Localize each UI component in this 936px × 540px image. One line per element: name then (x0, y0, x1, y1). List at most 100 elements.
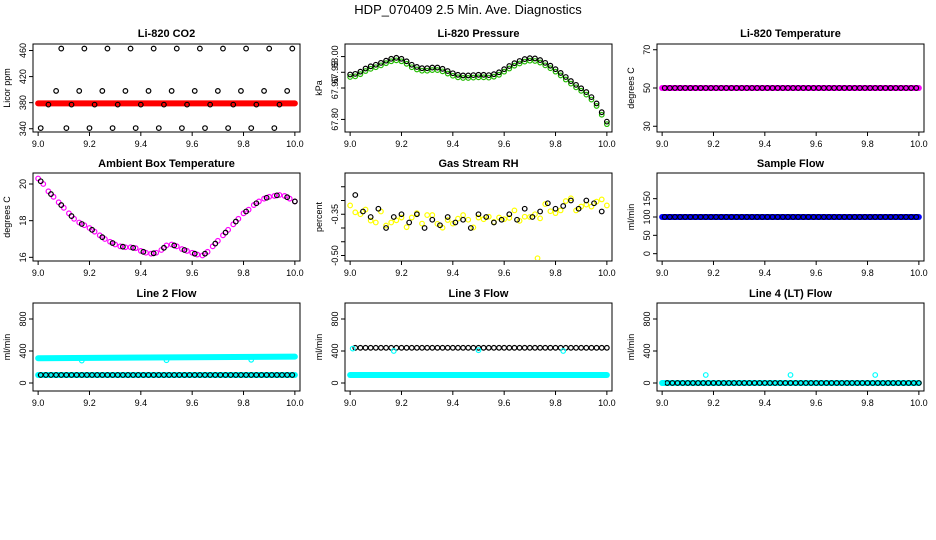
chart-0-black-point (155, 125, 162, 131)
chart-7-marks (347, 344, 610, 378)
chart-1-black-point (449, 70, 456, 77)
chart-0-black-point (145, 88, 152, 94)
chart-1-ytick-label: 67.80 (330, 108, 340, 131)
chart-5-title: Sample Flow (757, 158, 825, 170)
chart-1-colored-point (485, 74, 492, 81)
chart-1-colored-point (403, 60, 410, 67)
chart-7-black-point (460, 344, 466, 351)
chart-0-black-point (104, 45, 111, 52)
chart-7-black-point (378, 344, 384, 351)
chart-1-black-point (444, 68, 451, 74)
chart-4-colored-point (429, 212, 436, 218)
chart-1-black-point (434, 64, 441, 71)
chart-0-black-point (58, 45, 65, 52)
chart-3-black-point (99, 234, 106, 241)
chart-8-xtick-label: 9.2 (707, 398, 720, 408)
chart-3-black-point (68, 213, 75, 219)
chart-1-black-point (501, 66, 508, 73)
chart-1-black-point (408, 61, 415, 68)
chart-2-marks (659, 85, 922, 91)
chart-5-ylabel: ml/min (626, 204, 636, 231)
chart-0-black-point (253, 101, 260, 108)
chart-6-xtick-label: 10.0 (286, 398, 304, 408)
chart-1-black-point (537, 57, 544, 63)
chart-4-black-point (390, 214, 397, 220)
chart-4-black-point (367, 214, 374, 220)
chart-7-cyan-outliers-point (390, 348, 397, 354)
chart-8-title: Line 4 (LT) Flow (749, 288, 832, 300)
chart-4-colored-point (465, 216, 472, 223)
chart-8-ylabel: ml/min (626, 334, 636, 361)
chart-4-black-point (568, 197, 574, 204)
chart-4-black-point (598, 208, 605, 215)
chart-7: Line 3 Flow 9.0 9.2 9.4 9.6 9.8 10.0 0 400 800 ml/… (314, 288, 616, 408)
chart-0-marks (35, 45, 298, 131)
chart-3-black-point (222, 229, 229, 236)
chart-1-ytick-label: 67.90 (330, 77, 340, 100)
chart-5-ytick-label: 150 (642, 191, 652, 206)
chart-1-colored-point (547, 65, 554, 72)
chart-4-colored-point (347, 202, 354, 209)
chart-3-colored-point (276, 192, 283, 198)
chart-1-black-point (542, 59, 549, 66)
chart-0-black-point (109, 125, 116, 131)
chart-1-colored-point (455, 74, 461, 81)
chart-1-ytick-label: 67.95 (330, 61, 340, 84)
chart-7-black-point (552, 344, 559, 351)
chart-0-black-point (238, 88, 244, 94)
chart-3-colored-point (261, 195, 267, 202)
chart-6-xtick-label: 9.0 (32, 398, 45, 408)
chart-7-ytick-label: 800 (330, 311, 340, 326)
chart-4-colored-point (460, 212, 466, 218)
chart-1-colored-point (491, 73, 497, 80)
chart-0-ytick-label: 460 (18, 43, 28, 58)
chart-1-colored-point (583, 91, 590, 98)
chart-7-cyan-outliers-point (560, 348, 567, 354)
chart-1-black-point (383, 57, 389, 64)
chart-7-title: Line 3 Flow (449, 288, 509, 300)
chart-3-black-point (130, 244, 137, 251)
chart-2-ylabel: degrees C (626, 67, 636, 109)
chart-4-black-point (421, 225, 428, 231)
chart-1-black-point (413, 64, 420, 70)
chart-0-black-point (289, 45, 296, 52)
chart-1-title: Li-820 Pressure (438, 28, 520, 40)
chart-0-black-point (137, 101, 144, 108)
chart-2-ytick-label: 30 (642, 121, 652, 131)
chart-0-black-point (122, 88, 129, 94)
chart-7-black-point (588, 344, 595, 351)
chart-5-xtick-label: 10.0 (910, 268, 928, 278)
chart-5-xtick-label: 9.4 (759, 268, 772, 278)
chart-3-black-point (48, 191, 54, 197)
chart-3-black-point (161, 244, 167, 251)
chart-3-colored-point (173, 243, 180, 250)
chart-6-frame (32, 302, 301, 392)
chart-1-black-point (398, 55, 405, 62)
chart-3-black-point (150, 250, 157, 257)
chart-3-black-point (171, 242, 178, 249)
chart-4-ytick-label: -0.50 (330, 245, 340, 266)
chart-6-xtick-label: 9.4 (135, 398, 148, 408)
chart-2-xtick-label: 9.4 (759, 139, 772, 149)
chart-1-black-point (516, 58, 523, 64)
chart-0-black-point (179, 125, 185, 131)
chart-0-black-point (276, 101, 283, 108)
chart-7-black-point (593, 344, 600, 351)
chart-7-black-point (439, 344, 446, 351)
chart-7-black-point (506, 344, 513, 351)
chart-7-black-point (568, 344, 574, 351)
chart-4-black-point (375, 205, 382, 212)
chart-2-black-point (913, 85, 920, 91)
chart-4-black-point (552, 205, 559, 212)
chart-7-black-point (419, 344, 425, 351)
chart-7-black-point (372, 344, 379, 351)
chart-6-cyan-outliers-point (163, 357, 170, 364)
chart-1-black-point (424, 65, 431, 72)
chart-7-black-point (357, 344, 364, 351)
chart-4-colored-point (537, 215, 544, 222)
chart-7-black-point (480, 344, 487, 351)
chart-7-black-point (465, 344, 472, 351)
chart-1-colored-point (588, 96, 595, 103)
chart-8-xtick-label: 9.0 (656, 398, 669, 408)
chart-6-xtick-label: 9.8 (237, 398, 250, 408)
